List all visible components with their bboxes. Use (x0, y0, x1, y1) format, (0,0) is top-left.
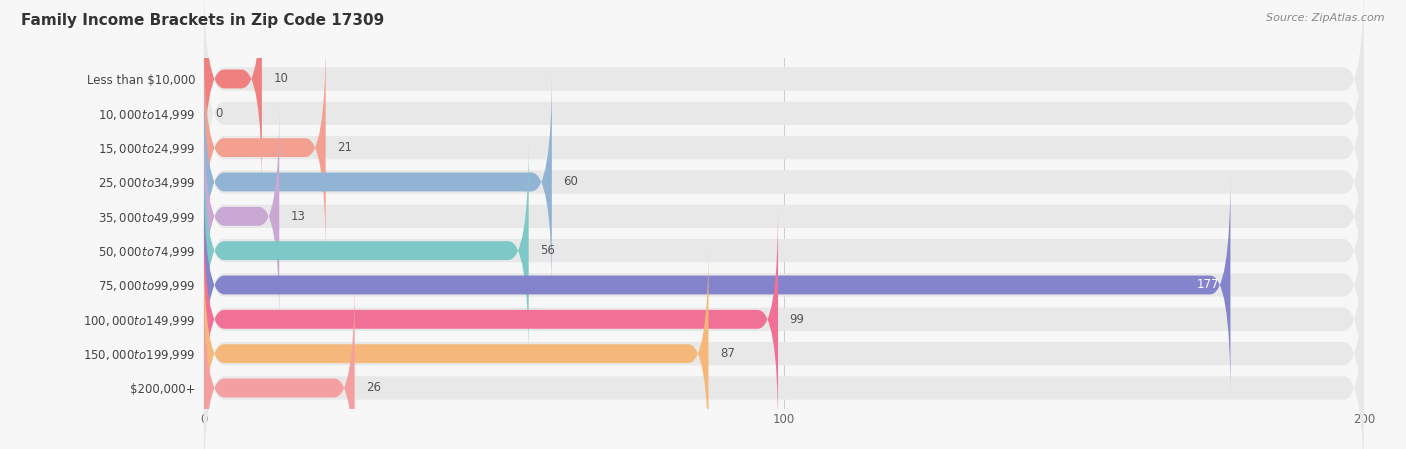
FancyBboxPatch shape (204, 106, 280, 327)
FancyBboxPatch shape (204, 0, 1364, 188)
Text: Family Income Brackets in Zip Code 17309: Family Income Brackets in Zip Code 17309 (21, 13, 384, 28)
Text: 56: 56 (540, 244, 555, 257)
FancyBboxPatch shape (204, 277, 354, 449)
FancyBboxPatch shape (204, 142, 1364, 359)
FancyBboxPatch shape (204, 279, 1364, 449)
FancyBboxPatch shape (204, 74, 1364, 291)
FancyBboxPatch shape (204, 211, 1364, 428)
FancyBboxPatch shape (204, 39, 1364, 256)
Text: 26: 26 (366, 382, 381, 395)
Text: 21: 21 (337, 141, 353, 154)
Text: 0: 0 (215, 107, 222, 120)
FancyBboxPatch shape (204, 5, 1364, 222)
FancyBboxPatch shape (204, 37, 326, 258)
Text: 60: 60 (564, 176, 578, 189)
Text: 177: 177 (1197, 278, 1219, 291)
FancyBboxPatch shape (204, 0, 262, 189)
FancyBboxPatch shape (204, 140, 529, 361)
Text: 13: 13 (291, 210, 305, 223)
FancyBboxPatch shape (204, 243, 709, 449)
Text: 87: 87 (720, 347, 735, 360)
Text: Source: ZipAtlas.com: Source: ZipAtlas.com (1267, 13, 1385, 23)
FancyBboxPatch shape (204, 245, 1364, 449)
Text: 10: 10 (273, 72, 288, 85)
FancyBboxPatch shape (204, 209, 778, 430)
FancyBboxPatch shape (204, 176, 1364, 393)
Text: 99: 99 (790, 313, 804, 326)
FancyBboxPatch shape (204, 71, 551, 293)
FancyBboxPatch shape (204, 108, 1364, 325)
FancyBboxPatch shape (204, 174, 1230, 396)
